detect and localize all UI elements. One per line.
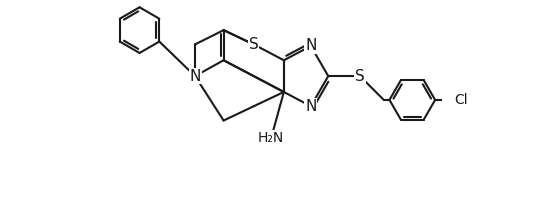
Text: N: N xyxy=(305,99,316,114)
Text: S: S xyxy=(355,69,365,84)
Text: N: N xyxy=(305,38,316,54)
Text: Cl: Cl xyxy=(454,93,468,107)
Text: H₂N: H₂N xyxy=(258,131,284,145)
Text: N: N xyxy=(189,69,201,84)
Text: S: S xyxy=(249,37,258,52)
